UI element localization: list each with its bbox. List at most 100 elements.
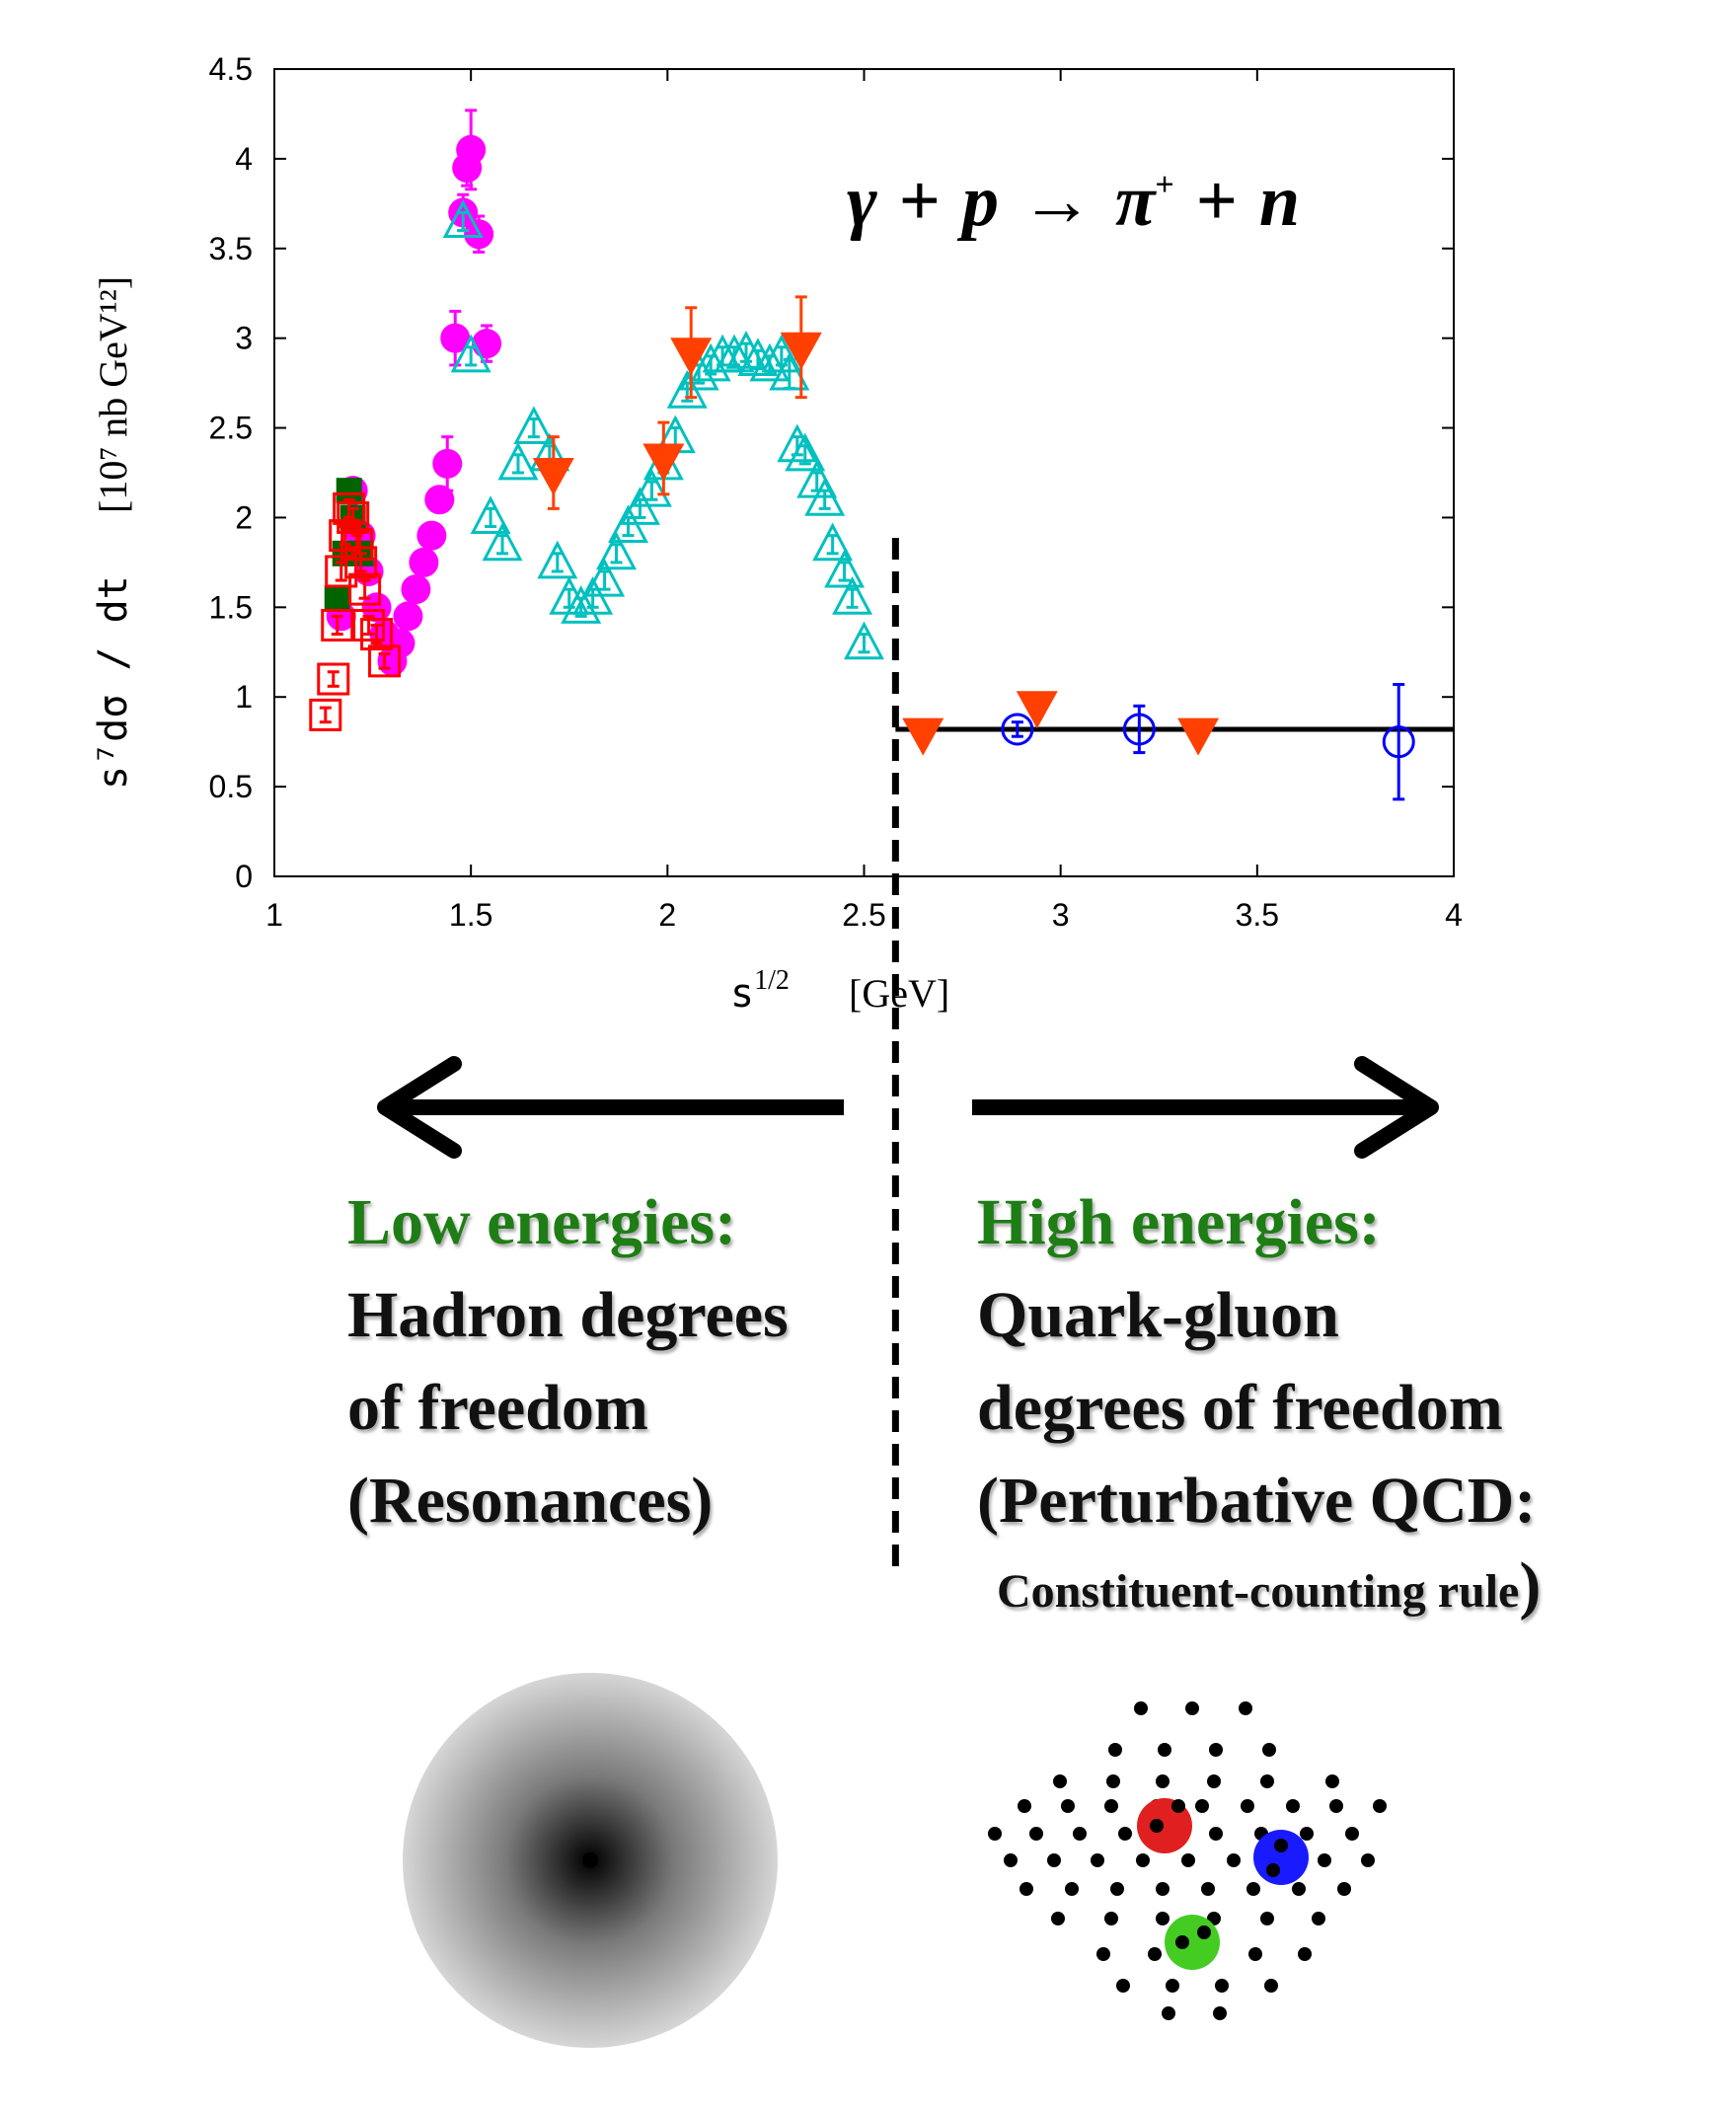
left-arrow-head (377, 1056, 462, 1159)
data-point (780, 332, 822, 370)
gluon-dot (988, 1827, 1002, 1841)
gluon-dot (1197, 1925, 1211, 1939)
data-point (777, 423, 818, 463)
data-point (785, 432, 826, 472)
x-tick-label: 1.5 (449, 897, 492, 933)
x-axis-label: s1/2 (730, 965, 790, 1017)
data-point (561, 585, 602, 624)
data-point (532, 458, 574, 495)
gluon-dot (1096, 1947, 1110, 1961)
y-tick-label: 3.5 (209, 231, 253, 266)
gluon-dot (1209, 1743, 1223, 1757)
low-energies-line1: Hadron degrees (347, 1279, 789, 1351)
gluon-dot (1047, 1853, 1061, 1867)
high-energies-line1: Quark-gluon (977, 1279, 1339, 1351)
reaction-pi-sup: + (1155, 167, 1173, 203)
gluon-dot (1325, 1774, 1339, 1788)
gluon-dot (1361, 1853, 1375, 1867)
gluon-dot (1345, 1827, 1359, 1841)
data-point (670, 338, 713, 376)
gluon-dot (1053, 1774, 1067, 1788)
gluon-dot (1156, 1882, 1170, 1896)
data-point (360, 618, 394, 651)
high-energies-line2: degrees of freedom (977, 1372, 1503, 1444)
data-point (393, 601, 423, 632)
gluon-dot (1073, 1827, 1087, 1841)
gluon-dot (1134, 1701, 1148, 1715)
data-point (1122, 713, 1156, 746)
gluon-dot (1318, 1853, 1331, 1867)
data-point (348, 572, 382, 606)
reaction-title: γ + p → π+ + n (847, 161, 1300, 242)
data-point (424, 485, 455, 515)
closing-paren: ) (1519, 1549, 1542, 1622)
data-point (769, 351, 810, 391)
data-point (584, 558, 626, 597)
gluon-dot (1207, 1774, 1221, 1788)
data-point (333, 491, 366, 525)
data-point (812, 522, 854, 562)
gluon-dot (1227, 1853, 1241, 1867)
gluon-dot (1201, 1882, 1215, 1896)
data-point (409, 547, 439, 577)
data-point (737, 338, 779, 376)
y-tick-label: 1.5 (209, 589, 253, 625)
gluon-dot (1004, 1853, 1018, 1867)
gluon-dot (1300, 1827, 1314, 1841)
series-magenta-circles (326, 109, 502, 676)
series-orange-down-triangles (532, 295, 1220, 756)
gluon-dot (1108, 1743, 1122, 1757)
high-energies-line4: Constituent-counting rule) (997, 1540, 1541, 1638)
series-blue-open-circles (1001, 682, 1415, 801)
gluon-dot (1104, 1912, 1118, 1925)
gluon-dot (1292, 1882, 1306, 1896)
gluon-dot (1239, 1701, 1252, 1715)
gluon-dot (1110, 1882, 1124, 1896)
reaction-arrow: → (1020, 161, 1094, 242)
x-tick-label: 2 (658, 897, 676, 933)
gluon-dot (1019, 1882, 1033, 1896)
data-point (902, 717, 944, 756)
y-tick-label: 0 (235, 859, 253, 894)
data-point (1001, 713, 1034, 746)
gluon-dot (1106, 1774, 1120, 1788)
reaction-pi: π (1115, 161, 1157, 242)
y-tick-label: 2 (235, 499, 253, 535)
data-point (596, 531, 638, 570)
data-point (497, 441, 539, 481)
gluon-dot (1298, 1947, 1312, 1961)
data-point (513, 406, 555, 445)
data-point (714, 334, 755, 373)
gluon-dot (1241, 1799, 1254, 1813)
data-point (804, 478, 846, 516)
reaction-plus: + (899, 161, 941, 242)
data-point (631, 468, 672, 507)
y-tick-label: 4.5 (209, 51, 253, 87)
gluon-dot (1266, 1863, 1280, 1877)
data-point (482, 522, 523, 562)
data-point (440, 323, 471, 353)
data-point (1382, 725, 1415, 759)
reaction-plus: + (1196, 161, 1238, 242)
data-point (317, 662, 350, 696)
data-point (844, 621, 884, 660)
gluon-dot (1246, 1882, 1260, 1896)
gluon-dot (1209, 1827, 1223, 1841)
data-point (352, 609, 386, 642)
gluon-dot (1260, 1774, 1274, 1788)
constituent-counting-rule: Constituent-counting rule (997, 1565, 1520, 1618)
data-point (472, 329, 502, 359)
data-point (368, 644, 402, 678)
data-point (642, 443, 685, 482)
data-point (450, 334, 491, 373)
data-point (832, 576, 873, 615)
gluon-dot (1215, 1979, 1229, 1993)
gluon-dot (1018, 1799, 1031, 1813)
gluon-dot (1166, 1979, 1179, 1993)
gluon-dot (1156, 1912, 1170, 1925)
data-point (416, 520, 447, 551)
reaction-p: p (956, 161, 999, 242)
y-tick-label: 3 (235, 321, 253, 356)
data-point (1016, 691, 1058, 729)
gluon-dot (1118, 1827, 1132, 1841)
